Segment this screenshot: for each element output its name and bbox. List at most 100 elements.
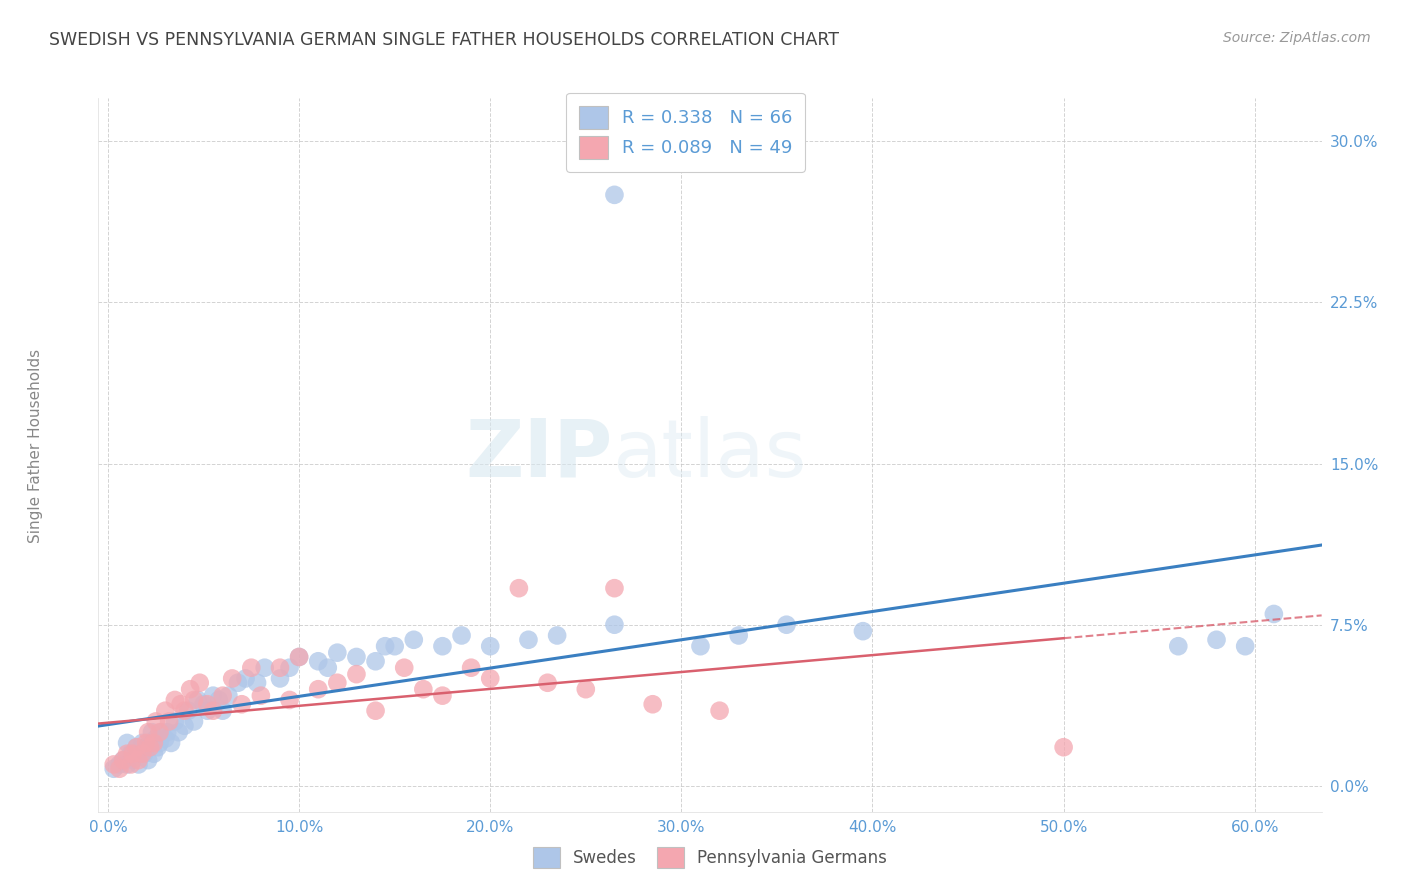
Point [195,698,218,712]
Point [139,740,162,755]
Point [211,689,233,703]
Point [120,757,142,772]
Point [160,736,183,750]
Point [364,654,387,668]
Point [187,693,209,707]
Point [250,689,273,703]
Point [177,704,200,718]
Point [1205,632,1227,647]
Point [402,632,425,647]
Point [278,693,301,707]
Legend: Swedes, Pennsylvania Germans: Swedes, Pennsylvania Germans [526,840,894,875]
Point [575,682,598,697]
Point [208,693,231,707]
Point [193,698,215,712]
Point [253,661,276,675]
Point [450,628,472,642]
Point [141,725,163,739]
Point [136,753,159,767]
Point [120,747,142,761]
Point [135,740,157,755]
Text: ZIP: ZIP [465,416,612,494]
Point [142,736,165,750]
Point [108,757,131,772]
Point [269,672,291,686]
Point [288,650,311,665]
Point [195,704,218,718]
Point [146,740,169,755]
Point [384,639,406,653]
Point [121,753,143,767]
Point [115,747,138,761]
Point [167,725,190,739]
Point [163,693,186,707]
Point [221,672,243,686]
Point [135,736,157,750]
Point [139,736,162,750]
Text: atlas: atlas [612,416,807,494]
Point [136,725,159,739]
Point [432,639,454,653]
Point [155,704,177,718]
Point [131,747,153,761]
Point [115,736,138,750]
Point [155,731,177,746]
Point [432,689,454,703]
Point [269,661,291,675]
Point [231,698,253,712]
Point [727,628,749,642]
Point [128,757,150,772]
Point [641,698,664,712]
Point [125,740,148,755]
Point [211,704,233,718]
Point [326,646,349,660]
Point [226,675,249,690]
Point [240,661,263,675]
Point [1052,740,1074,755]
Point [173,719,195,733]
Point [307,682,329,697]
Text: Source: ZipAtlas.com: Source: ZipAtlas.com [1223,31,1371,45]
Point [709,704,731,718]
Point [183,693,205,707]
Point [131,736,153,750]
Point [217,689,239,703]
Point [121,747,143,761]
Point [149,725,172,739]
Point [603,581,626,595]
Point [852,624,875,639]
Point [346,667,368,681]
Point [145,714,167,729]
Point [188,675,211,690]
Point [163,714,186,729]
Point [364,704,387,718]
Point [1167,639,1189,653]
Point [142,747,165,761]
Text: Single Father Households: Single Father Households [28,349,42,543]
Point [103,757,125,772]
Point [374,639,396,653]
Point [145,731,167,746]
Point [128,753,150,767]
Point [288,650,311,665]
Point [278,661,301,675]
Point [150,725,173,739]
Point [326,675,349,690]
Point [1263,607,1285,621]
Point [183,714,205,729]
Point [546,628,568,642]
Point [392,661,416,675]
Point [179,682,201,697]
Point [316,661,339,675]
Point [125,740,148,755]
Point [775,617,797,632]
Point [603,187,626,202]
Point [156,725,179,739]
Point [202,704,225,718]
Point [603,617,626,632]
Point [129,747,152,761]
Point [173,704,195,718]
Point [1234,639,1257,653]
Point [479,672,502,686]
Point [412,682,434,697]
